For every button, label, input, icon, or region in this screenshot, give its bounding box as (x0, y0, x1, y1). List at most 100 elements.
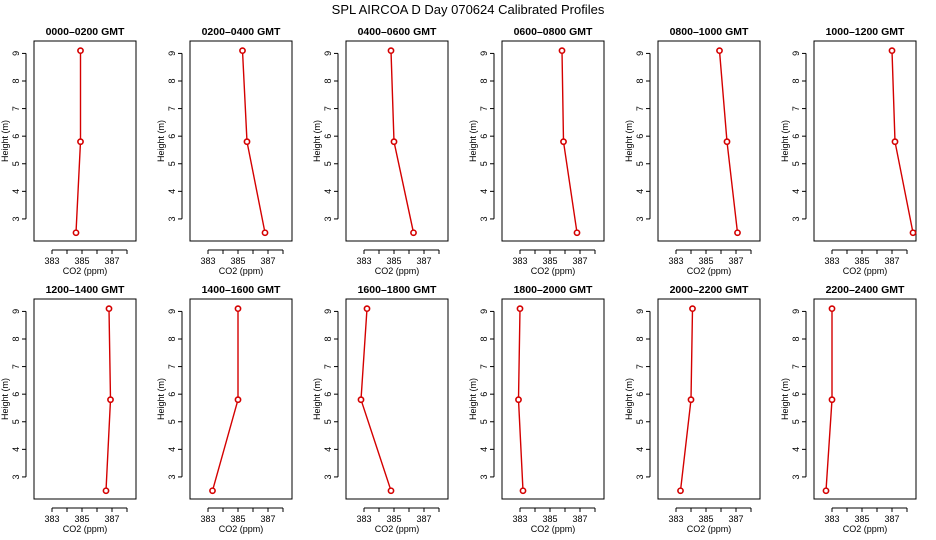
y-tick-label: 6 (479, 134, 489, 139)
panel-title: 0400–0600 GMT (358, 26, 437, 38)
y-tick-label: 7 (323, 106, 333, 111)
y-tick-label: 3 (11, 474, 21, 479)
plot-area (189, 298, 293, 500)
y-tick-label: 5 (635, 161, 645, 166)
x-tick-label: 387 (572, 514, 587, 524)
panel-title: 0800–1000 GMT (670, 26, 749, 38)
x-axis-label: CO2 (ppm) (375, 266, 420, 276)
x-tick-label: 383 (824, 514, 839, 524)
profile-point (519, 487, 527, 495)
y-tick-label: 4 (635, 189, 645, 194)
y-tick-label: 7 (323, 364, 333, 369)
profile-point (357, 396, 365, 404)
y-tick-label: 4 (323, 447, 333, 452)
y-tick-label: 8 (635, 78, 645, 83)
y-tick-label: 7 (167, 106, 177, 111)
x-tick-label: 385 (74, 514, 89, 524)
y-tick-label: 6 (479, 392, 489, 397)
panel-title: 0200–0400 GMT (202, 26, 281, 38)
profile-point (72, 229, 80, 237)
plot-area (33, 298, 137, 500)
profile-point (689, 305, 696, 313)
profile-point (734, 229, 741, 237)
profile-point (234, 396, 242, 404)
profile-point (828, 396, 836, 404)
x-tick-label: 385 (854, 514, 869, 524)
panel-title: 2200–2400 GMT (826, 284, 905, 296)
y-axis-label: Height (m) (0, 120, 10, 162)
profile-line (360, 308, 392, 491)
y-tick-label: 8 (167, 336, 177, 341)
y-tick-label: 7 (11, 106, 21, 111)
panel-title: 1400–1600 GMT (202, 284, 281, 296)
profile-point (891, 138, 899, 146)
x-axis-label: CO2 (ppm) (63, 266, 108, 276)
x-axis-label: CO2 (ppm) (63, 524, 108, 534)
y-tick-label: 7 (479, 106, 489, 111)
x-tick-label: 387 (104, 514, 119, 524)
plot-area (33, 40, 137, 242)
y-axis-label: Height (m) (468, 120, 478, 162)
y-tick-label: 6 (11, 134, 21, 139)
x-tick-label: 383 (356, 256, 371, 266)
y-tick-label: 8 (323, 336, 333, 341)
y-tick-label: 8 (791, 336, 801, 341)
profile-point (261, 229, 269, 237)
y-axis-label: Height (m) (624, 120, 634, 162)
y-tick-label: 9 (479, 309, 489, 314)
profile-point (77, 138, 84, 146)
panel-title: 0600–0800 GMT (514, 26, 593, 38)
y-tick-label: 3 (791, 474, 801, 479)
y-tick-label: 9 (791, 309, 801, 314)
y-axis-label: Height (m) (780, 378, 790, 420)
y-tick-label: 4 (479, 189, 489, 194)
y-tick-label: 8 (11, 78, 21, 83)
x-tick-label: 387 (572, 256, 587, 266)
y-axis-label: Height (m) (156, 120, 166, 162)
y-axis-label: Height (m) (156, 378, 166, 420)
x-tick-label: 383 (668, 514, 683, 524)
y-tick-label: 5 (11, 161, 21, 166)
profile-point (234, 305, 242, 313)
y-tick-label: 5 (323, 419, 333, 424)
plot-area (501, 298, 605, 500)
y-tick-label: 9 (791, 51, 801, 56)
y-tick-label: 4 (479, 447, 489, 452)
x-tick-label: 387 (416, 514, 431, 524)
x-tick-label: 387 (416, 256, 431, 266)
y-tick-label: 4 (11, 447, 21, 452)
plot-area (345, 40, 449, 242)
x-tick-label: 383 (668, 256, 683, 266)
y-tick-label: 3 (167, 216, 177, 221)
x-axis-label: CO2 (ppm) (531, 266, 576, 276)
figure-title: SPL AIRCOA D Day 070624 Calibrated Profi… (332, 2, 605, 17)
y-tick-label: 9 (635, 309, 645, 314)
profile-point (387, 487, 395, 495)
profile-point (573, 229, 581, 237)
y-tick-label: 4 (167, 189, 177, 194)
y-tick-label: 7 (791, 364, 801, 369)
y-tick-label: 5 (167, 161, 177, 166)
profile-point (387, 47, 395, 55)
y-tick-label: 3 (323, 216, 333, 221)
y-tick-label: 6 (791, 392, 801, 397)
y-tick-label: 4 (167, 447, 177, 452)
profile-point (558, 47, 566, 55)
y-tick-label: 3 (479, 474, 489, 479)
x-tick-label: 383 (512, 256, 527, 266)
profile-point (822, 487, 830, 495)
profile-point (888, 47, 896, 55)
x-axis-label: CO2 (ppm) (531, 524, 576, 534)
y-tick-label: 9 (479, 51, 489, 56)
panel-title: 1600–1800 GMT (358, 284, 437, 296)
profile-point (363, 305, 371, 313)
x-tick-label: 383 (824, 256, 839, 266)
